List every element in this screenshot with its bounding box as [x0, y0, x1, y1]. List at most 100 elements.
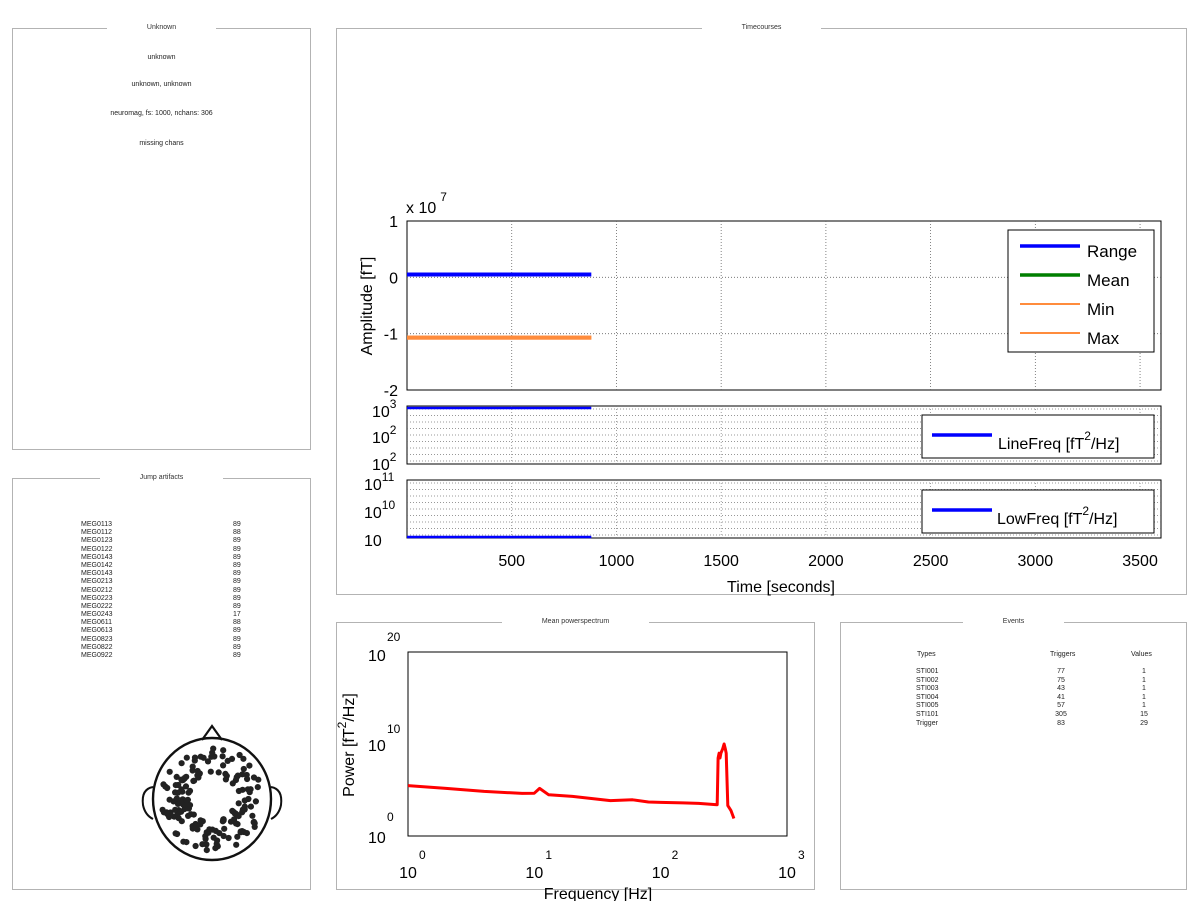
event-values: 1: [1142, 685, 1146, 693]
sensor-dot: [243, 830, 250, 837]
sensor-dot: [215, 769, 222, 776]
artifact-count: 89: [233, 545, 241, 553]
event-row: STI101 305 15: [841, 711, 1188, 720]
artifact-row: MEG0613 89: [81, 627, 246, 635]
artifact-row: MEG0611 88: [81, 619, 246, 627]
sensor-dot: [192, 824, 199, 831]
event-triggers: 305: [1055, 710, 1067, 718]
sensor-dot: [227, 818, 235, 825]
sensor-dot: [203, 829, 210, 836]
artifact-channel: MEG0222: [81, 602, 113, 610]
event-triggers: 41: [1057, 693, 1065, 701]
sensor-dot: [172, 782, 179, 789]
head-right-ear: [270, 786, 283, 820]
artifact-row: MEG0223 89: [81, 595, 246, 603]
timecourses-panel-title: Timecourses: [701, 24, 822, 31]
sensor-dot: [203, 841, 210, 848]
artifact-count: 89: [233, 561, 241, 569]
artifact-row: MEG0143 89: [81, 554, 246, 562]
artifact-channel: MEG0822: [81, 643, 113, 651]
events-header-values: Values: [1131, 651, 1152, 658]
artifact-row: MEG0922 89: [81, 652, 246, 660]
sensor-dot: [252, 798, 259, 805]
info-line-4: missing chans: [139, 140, 184, 147]
sensor-dot: [178, 808, 185, 815]
artifact-channel: MEG0113: [81, 521, 112, 528]
sensor-dot: [179, 788, 186, 795]
sensor-dot: [209, 826, 216, 833]
sensor-dot: [173, 773, 180, 780]
sensor-dot: [182, 783, 190, 790]
sensor-dot: [191, 754, 199, 761]
sensor-dot: [185, 789, 192, 796]
sensor-dot: [173, 795, 180, 802]
sensor-dot: [166, 768, 173, 775]
artifact-channel: MEG0212: [81, 586, 113, 594]
event-triggers: 57: [1057, 702, 1065, 710]
artifact-count: 89: [233, 578, 241, 586]
sensor-dot: [249, 812, 256, 819]
sensor-dot: [224, 757, 231, 764]
sensor-dot: [192, 842, 199, 850]
sensor-dot: [183, 773, 190, 780]
event-row: STI005 57 1: [841, 702, 1188, 711]
sensor-dot: [244, 775, 251, 783]
event-type: STI002: [916, 676, 939, 684]
artifact-channel: MEG0243: [81, 611, 113, 619]
sensor-dot: [239, 786, 246, 793]
sensor-dot: [172, 789, 179, 796]
artifact-row: MEG0112 88: [81, 529, 246, 537]
sensor-dot: [210, 834, 217, 841]
sensor-dot: [202, 835, 209, 843]
sensor-dot: [246, 762, 253, 769]
event-type: Trigger: [916, 719, 938, 727]
sensor-dot: [190, 777, 197, 785]
event-values: 1: [1142, 702, 1146, 710]
event-row: STI004 41 1: [841, 694, 1188, 703]
sensor-dot: [220, 832, 227, 840]
sensor-dot: [200, 754, 207, 761]
artifact-channel: MEG0922: [81, 652, 113, 659]
artifact-count: 89: [233, 643, 241, 651]
artifact-count: 89: [233, 594, 241, 602]
sensor-dot: [186, 802, 194, 809]
artifact-row: MEG0212 89: [81, 587, 246, 595]
artifact-row: MEG0222 89: [81, 603, 246, 611]
artifact-row: MEG0123 89: [81, 537, 246, 545]
sensor-dot: [164, 811, 171, 818]
sensor-dot: [233, 774, 240, 781]
sensor-dot: [245, 795, 252, 803]
sensor-dot: [210, 745, 217, 752]
sensor-dot: [220, 816, 227, 823]
sensor-dot: [178, 818, 185, 825]
sensor-dot: [220, 762, 227, 769]
artifact-channel: MEG0123: [81, 537, 113, 545]
artifact-count: 88: [233, 529, 241, 537]
artifact-channel: MEG0112: [81, 529, 112, 537]
sensor-dot: [183, 797, 190, 804]
event-triggers: 75: [1057, 676, 1065, 684]
artifact-channel: MEG0223: [81, 594, 113, 602]
sensor-dot: [174, 830, 181, 838]
event-type: STI003: [916, 685, 939, 693]
artifact-count: 89: [233, 627, 241, 635]
artifact-channel: MEG0143: [81, 553, 113, 561]
event-values: 1: [1142, 693, 1146, 701]
sensor-dot: [172, 806, 179, 813]
artifact-channel: MEG0613: [81, 627, 113, 635]
sensor-dot: [197, 821, 204, 828]
sensor-dot: [239, 806, 246, 813]
sensor-dot: [233, 841, 240, 848]
artifact-count: 88: [233, 619, 241, 627]
info-line-3: neuromag, fs: 1000, nchans: 306: [110, 110, 213, 117]
event-type: STI101: [916, 710, 939, 718]
event-row: STI001 77 1: [841, 668, 1188, 677]
artifact-list: MEG0113 89 MEG0112 88 MEG0123 89 MEG0122 89 MEG0…: [81, 521, 246, 660]
sensor-dot: [222, 776, 229, 783]
artifact-row: MEG0122 89: [81, 546, 246, 554]
artifact-channel: MEG0143: [81, 570, 113, 578]
sensor-dot: [229, 780, 236, 787]
sensor-dot: [254, 784, 261, 791]
artifact-count: 89: [233, 602, 241, 610]
sensor-dot: [185, 812, 192, 819]
